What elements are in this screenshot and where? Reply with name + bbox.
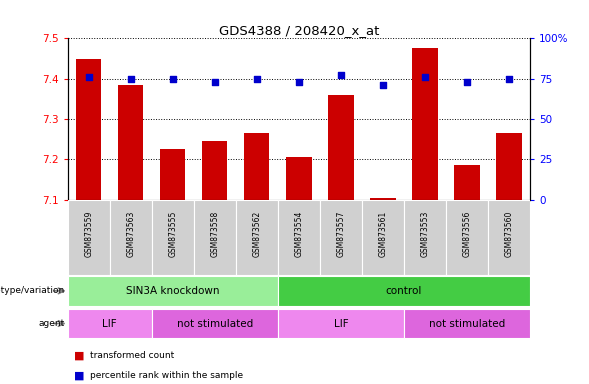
Point xyxy=(84,74,94,80)
Bar xyxy=(194,200,236,275)
Bar xyxy=(328,95,353,200)
Text: GSM873558: GSM873558 xyxy=(210,211,219,257)
Text: GSM873561: GSM873561 xyxy=(379,211,388,257)
Bar xyxy=(320,200,362,275)
Text: GSM873556: GSM873556 xyxy=(462,211,472,257)
Bar xyxy=(68,309,152,338)
Text: GSM873563: GSM873563 xyxy=(126,211,135,257)
Bar xyxy=(110,200,152,275)
Bar xyxy=(118,85,143,200)
Bar xyxy=(152,200,194,275)
Bar xyxy=(236,200,278,275)
Text: not stimulated: not stimulated xyxy=(177,318,253,329)
Text: GSM873559: GSM873559 xyxy=(84,211,93,257)
Bar xyxy=(412,48,438,200)
Text: percentile rank within the sample: percentile rank within the sample xyxy=(90,371,243,380)
Text: LIF: LIF xyxy=(102,318,117,329)
Text: ■: ■ xyxy=(74,350,84,360)
Bar xyxy=(286,157,312,200)
Bar xyxy=(455,166,479,200)
Bar xyxy=(404,309,530,338)
Point xyxy=(378,82,388,88)
Bar xyxy=(446,200,488,275)
Text: ■: ■ xyxy=(74,370,84,380)
Bar xyxy=(68,200,110,275)
Bar xyxy=(202,141,227,200)
Text: SIN3A knockdown: SIN3A knockdown xyxy=(126,286,220,296)
Bar xyxy=(152,309,278,338)
Point xyxy=(294,79,304,85)
Text: GSM873557: GSM873557 xyxy=(336,211,346,257)
Point xyxy=(168,76,177,82)
Point xyxy=(504,76,514,82)
Text: control: control xyxy=(386,286,422,296)
Text: GSM873562: GSM873562 xyxy=(252,211,262,257)
Text: GSM873560: GSM873560 xyxy=(505,211,514,257)
Bar xyxy=(278,200,320,275)
Bar xyxy=(278,309,404,338)
Bar xyxy=(160,149,186,200)
Bar xyxy=(362,200,404,275)
Text: transformed count: transformed count xyxy=(90,351,174,360)
Text: genotype/variation: genotype/variation xyxy=(0,286,65,295)
Text: LIF: LIF xyxy=(333,318,348,329)
Bar xyxy=(370,198,396,200)
Point xyxy=(336,73,346,79)
Title: GDS4388 / 208420_x_at: GDS4388 / 208420_x_at xyxy=(219,24,379,37)
Text: GSM873553: GSM873553 xyxy=(421,211,429,257)
Bar xyxy=(278,276,530,306)
Text: not stimulated: not stimulated xyxy=(429,318,505,329)
Point xyxy=(126,76,135,82)
Point xyxy=(421,74,430,80)
Text: GSM873555: GSM873555 xyxy=(168,211,177,257)
Point xyxy=(252,76,262,82)
Bar xyxy=(404,200,446,275)
Point xyxy=(462,79,472,85)
Bar xyxy=(244,133,270,200)
Bar xyxy=(497,133,522,200)
Bar xyxy=(488,200,530,275)
Text: agent: agent xyxy=(38,319,65,328)
Bar xyxy=(68,276,278,306)
Text: GSM873554: GSM873554 xyxy=(294,211,303,257)
Point xyxy=(210,79,220,85)
Bar xyxy=(76,58,101,200)
